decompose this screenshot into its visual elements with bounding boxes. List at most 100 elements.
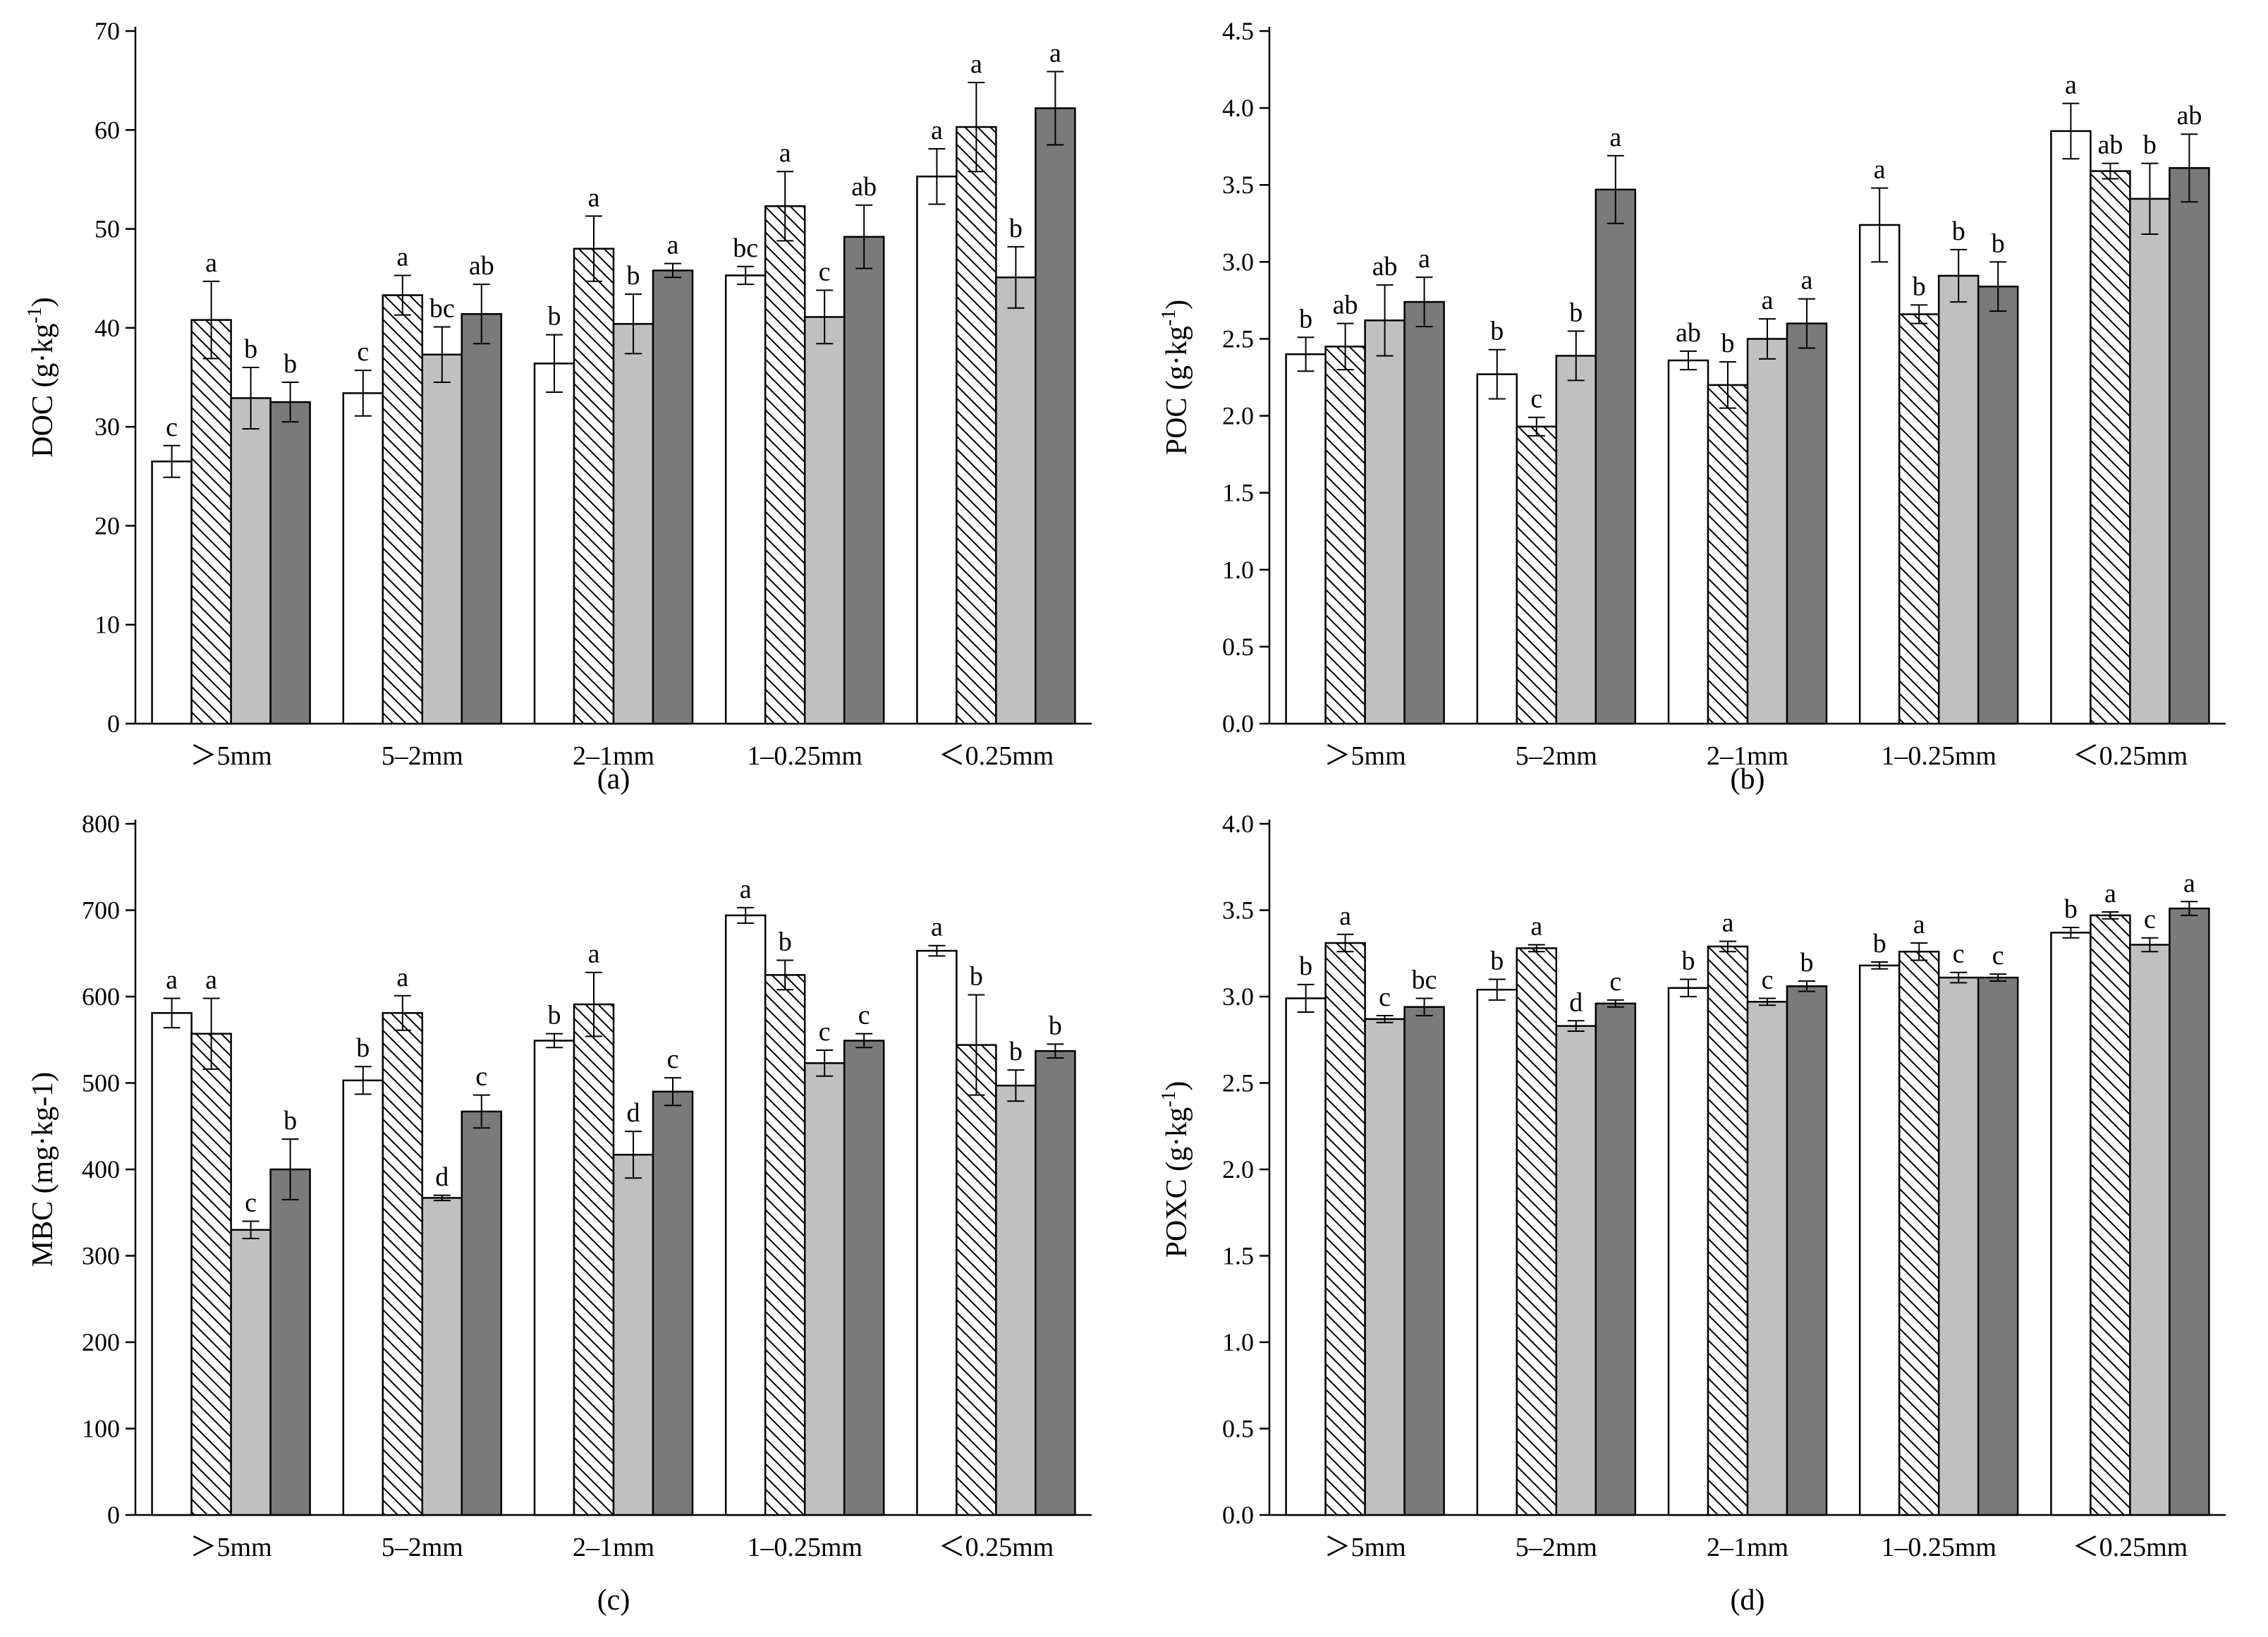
- bar-treatment-4: [1786, 985, 1828, 1516]
- y-axis-title-close: ): [27, 297, 59, 307]
- error-bar: [1680, 350, 1697, 371]
- error-bar: [1680, 978, 1697, 997]
- significance-letter: c: [1379, 982, 1391, 1012]
- bar-treatment-2: [382, 1012, 424, 1516]
- bar-treatment-3: [1364, 1018, 1406, 1516]
- error-bar: [1047, 71, 1064, 146]
- y-tick-label: 2.0: [1222, 402, 1254, 430]
- chart-panel-b: 0.0 0.5 1.0 1.5 2.0 2.5 3.0 3.5 4.0 4.5 POC (g·kg-…: [1158, 17, 2226, 796]
- significance-letter: b: [1913, 272, 1926, 301]
- bar-treatment-4: [652, 269, 694, 725]
- significance-letter: b: [284, 349, 297, 379]
- bar-treatment-3: [1937, 976, 1980, 1516]
- error-bar: [1007, 245, 1025, 309]
- y-tick-label: 10: [94, 611, 120, 639]
- bar-treatment-2: [1707, 384, 1749, 725]
- significance-letter: a: [740, 875, 752, 904]
- y-tick-label: 3.0: [1222, 982, 1254, 1011]
- error-bar: [2181, 133, 2198, 203]
- bar-treatment-2: [1324, 942, 1366, 1516]
- error-bar: [202, 280, 220, 360]
- x-tick-label: 5–2mm: [1516, 1533, 1597, 1562]
- error-bar: [281, 1138, 299, 1200]
- error-bar: [1376, 1014, 1394, 1023]
- bar-treatment-3: [1555, 355, 1597, 725]
- bar-treatment-2: [573, 248, 615, 725]
- bar-treatment-3: [803, 1062, 846, 1516]
- bar-treatment-4: [1977, 285, 2019, 725]
- bar-treatment-4: [1977, 976, 2019, 1516]
- significance-letter: b: [284, 1106, 297, 1136]
- y-tick-label: 3.5: [1222, 171, 1254, 199]
- significance-letter: b: [1721, 329, 1735, 358]
- y-tick-label: 0.0: [1222, 710, 1254, 738]
- significance-letter: c: [475, 1062, 487, 1092]
- error-bar: [1989, 973, 2007, 982]
- x-tick-label: 1–0.25mm: [747, 1533, 862, 1562]
- error-bar: [1047, 1043, 1064, 1059]
- error-bar: [202, 997, 220, 1070]
- significance-letter: a: [667, 231, 679, 260]
- y-axis-title-superscript: -1: [1158, 1091, 1180, 1107]
- bar-treatment-1: [151, 460, 193, 725]
- y-tick-label: 300: [82, 1242, 120, 1270]
- bar-treatment-2: [956, 126, 997, 725]
- y-tick-label: 400: [82, 1155, 120, 1183]
- y-tick-label: 3.5: [1222, 896, 1254, 925]
- significance-letter: a: [396, 963, 408, 992]
- error-bar: [2141, 937, 2159, 953]
- x-tick-label: 1–0.25mm: [747, 741, 862, 771]
- bar-treatment-4: [1595, 1002, 1637, 1516]
- bar-treatment-2: [382, 294, 424, 725]
- bar-treatment-2: [1516, 425, 1558, 725]
- bar-treatment-4: [269, 1168, 311, 1516]
- error-bar: [1415, 276, 1433, 327]
- bar-treatment-1: [1476, 988, 1518, 1516]
- bar-treatment-1: [916, 949, 958, 1516]
- significance-letter: a: [1049, 39, 1061, 68]
- significance-letter: b: [1682, 947, 1695, 976]
- x-tick-label: 5–2mm: [382, 1533, 463, 1562]
- significance-letter: c: [819, 1017, 831, 1047]
- bar-treatment-1: [533, 1040, 575, 1516]
- error-bar: [2062, 927, 2080, 939]
- error-bar: [1798, 980, 1815, 992]
- error-bar: [1606, 154, 1624, 224]
- significance-letter: a: [205, 965, 217, 994]
- error-bar: [928, 147, 946, 205]
- x-tick-label: ＜0.25mm: [2073, 1533, 2188, 1562]
- bar-treatment-3: [1746, 338, 1788, 725]
- significance-letter: a: [588, 183, 600, 212]
- significance-letter: c: [1609, 967, 1621, 997]
- significance-letter: ab: [1676, 318, 1701, 348]
- error-bar: [776, 171, 794, 242]
- error-bar: [625, 1131, 642, 1179]
- significance-letter: c: [667, 1045, 679, 1074]
- y-tick-label: 1.0: [1222, 556, 1254, 584]
- x-tick-label: ＞5mm: [190, 1533, 272, 1562]
- bar-treatment-1: [2050, 130, 2092, 725]
- error-bar: [855, 204, 873, 269]
- error-bar: [354, 1066, 372, 1095]
- y-tick-label: 70: [94, 17, 120, 45]
- significance-letter: bc: [1412, 965, 1437, 994]
- error-bar: [1606, 999, 1624, 1008]
- error-bar: [1376, 284, 1394, 357]
- bar-treatment-3: [1555, 1025, 1597, 1516]
- significance-letter: bc: [429, 293, 455, 323]
- bar-treatment-1: [1858, 224, 1901, 725]
- error-bar: [1297, 336, 1315, 372]
- y-tick-label: 20: [94, 511, 120, 540]
- y-tick-label: 2.5: [1222, 1069, 1254, 1097]
- bar-treatment-3: [2129, 944, 2171, 1516]
- y-axis-title: MBC (mg·kg-1): [27, 1072, 59, 1267]
- y-tick-label: 0.5: [1222, 1415, 1254, 1443]
- panel-caption: (a): [597, 763, 630, 796]
- error-bar: [1719, 940, 1736, 953]
- bar-treatment-3: [803, 316, 846, 725]
- bar-treatment-1: [533, 363, 575, 725]
- error-bar: [816, 1049, 834, 1077]
- y-tick-label: 40: [94, 314, 120, 342]
- significance-letter: c: [357, 337, 369, 367]
